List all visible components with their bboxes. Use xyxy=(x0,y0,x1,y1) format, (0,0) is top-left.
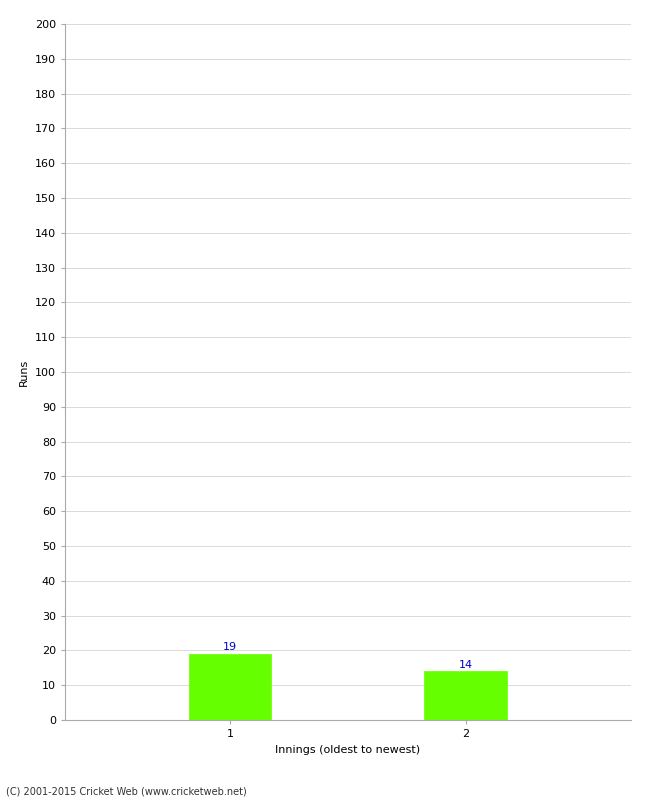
X-axis label: Innings (oldest to newest): Innings (oldest to newest) xyxy=(275,745,421,754)
Text: (C) 2001-2015 Cricket Web (www.cricketweb.net): (C) 2001-2015 Cricket Web (www.cricketwe… xyxy=(6,786,247,796)
Y-axis label: Runs: Runs xyxy=(20,358,29,386)
Text: 14: 14 xyxy=(458,659,473,670)
Bar xyxy=(424,671,507,720)
Bar xyxy=(188,654,271,720)
Text: 19: 19 xyxy=(223,642,237,652)
